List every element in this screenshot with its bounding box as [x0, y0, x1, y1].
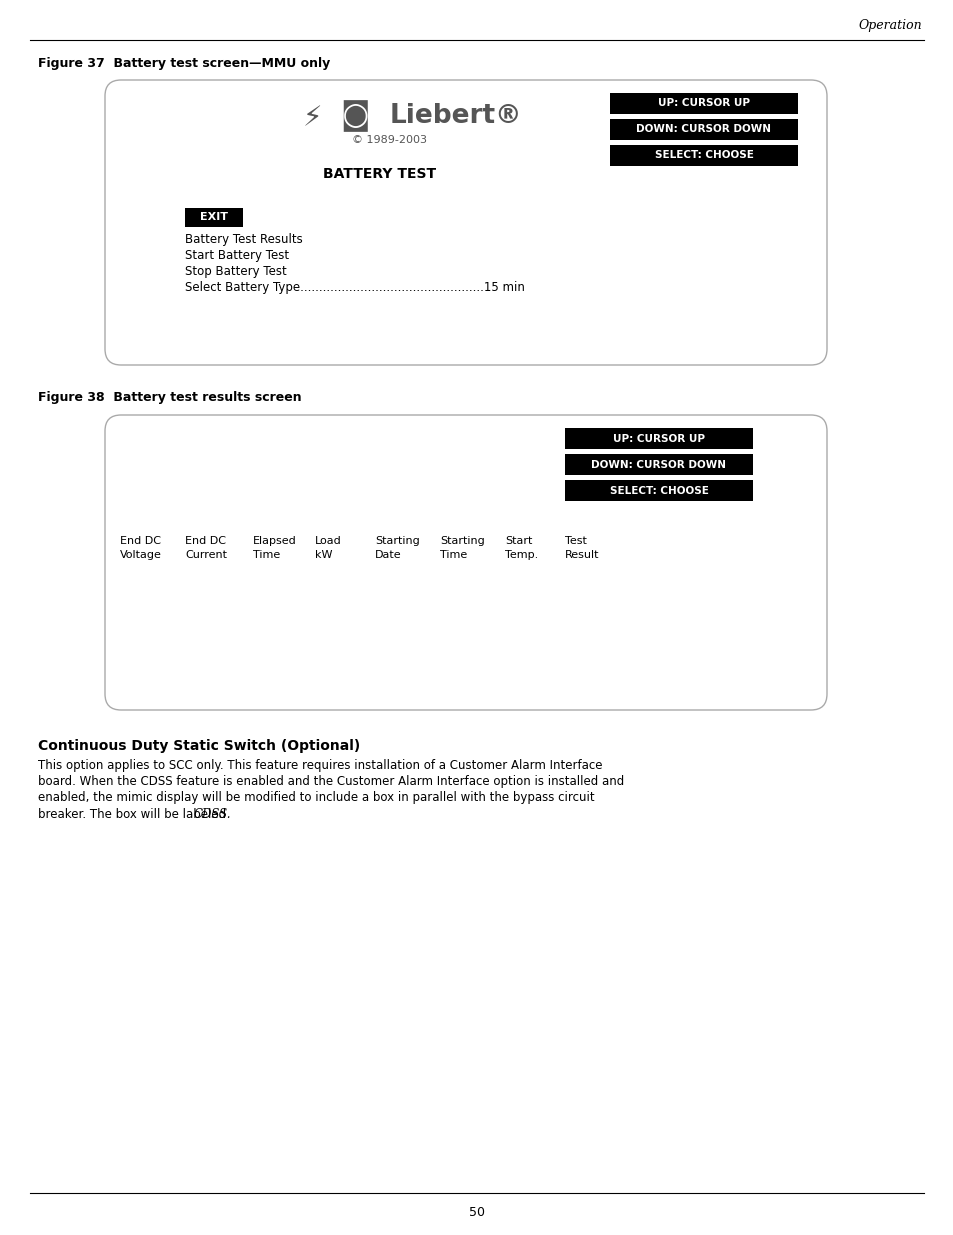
Text: Battery Test Results: Battery Test Results	[185, 233, 302, 247]
Text: End DC: End DC	[120, 536, 161, 546]
Text: enabled, the mimic display will be modified to include a box in parallel with th: enabled, the mimic display will be modif…	[38, 792, 594, 804]
FancyBboxPatch shape	[564, 480, 752, 501]
Text: DOWN: CURSOR DOWN: DOWN: CURSOR DOWN	[591, 459, 726, 469]
FancyBboxPatch shape	[105, 80, 826, 366]
FancyBboxPatch shape	[564, 454, 752, 475]
Text: Select Battery Type.................................................15 min: Select Battery Type.....................…	[185, 282, 524, 294]
Text: kW: kW	[314, 550, 333, 559]
Text: 50: 50	[469, 1205, 484, 1219]
Text: SELECT: CHOOSE: SELECT: CHOOSE	[609, 485, 708, 495]
Text: EXIT: EXIT	[200, 212, 228, 222]
Text: Stop Battery Test: Stop Battery Test	[185, 266, 287, 279]
Text: Load: Load	[314, 536, 341, 546]
FancyBboxPatch shape	[185, 207, 243, 227]
Text: Continuous Duty Static Switch (Optional): Continuous Duty Static Switch (Optional)	[38, 739, 360, 753]
Text: board. When the CDSS feature is enabled and the Customer Alarm Interface option : board. When the CDSS feature is enabled …	[38, 776, 623, 788]
Text: Temp.: Temp.	[504, 550, 537, 559]
Text: Time: Time	[253, 550, 280, 559]
FancyBboxPatch shape	[609, 93, 797, 114]
Text: This option applies to SCC only. This feature requires installation of a Custome: This option applies to SCC only. This fe…	[38, 760, 602, 773]
Text: Liebert®: Liebert®	[390, 103, 522, 128]
Text: End DC: End DC	[185, 536, 226, 546]
Text: ⚡: ⚡	[302, 104, 321, 132]
Text: Elapsed: Elapsed	[253, 536, 296, 546]
FancyBboxPatch shape	[564, 429, 752, 450]
Text: CDSS.: CDSS.	[193, 808, 231, 820]
Text: © 1989-2003: © 1989-2003	[352, 135, 427, 144]
Text: Start Battery Test: Start Battery Test	[185, 249, 289, 263]
Text: BATTERY TEST: BATTERY TEST	[323, 167, 436, 182]
FancyBboxPatch shape	[609, 144, 797, 165]
Text: Operation: Operation	[858, 20, 921, 32]
Text: SELECT: CHOOSE: SELECT: CHOOSE	[654, 151, 753, 161]
Text: DOWN: CURSOR DOWN: DOWN: CURSOR DOWN	[636, 125, 771, 135]
Text: Result: Result	[564, 550, 598, 559]
Text: Figure 38  Battery test results screen: Figure 38 Battery test results screen	[38, 391, 301, 405]
Text: Test: Test	[564, 536, 586, 546]
Text: Date: Date	[375, 550, 401, 559]
Text: Figure 37  Battery test screen—MMU only: Figure 37 Battery test screen—MMU only	[38, 58, 330, 70]
FancyBboxPatch shape	[609, 119, 797, 140]
Text: Current: Current	[185, 550, 227, 559]
Text: Time: Time	[439, 550, 467, 559]
FancyBboxPatch shape	[105, 415, 826, 710]
Text: UP: CURSOR UP: UP: CURSOR UP	[613, 433, 704, 443]
Text: Start: Start	[504, 536, 532, 546]
Text: Voltage: Voltage	[120, 550, 162, 559]
Text: UP: CURSOR UP: UP: CURSOR UP	[658, 99, 749, 109]
Text: Starting: Starting	[375, 536, 419, 546]
Text: breaker. The box will be labeled: breaker. The box will be labeled	[38, 808, 230, 820]
Text: ◙: ◙	[340, 100, 370, 132]
Text: Starting: Starting	[439, 536, 484, 546]
